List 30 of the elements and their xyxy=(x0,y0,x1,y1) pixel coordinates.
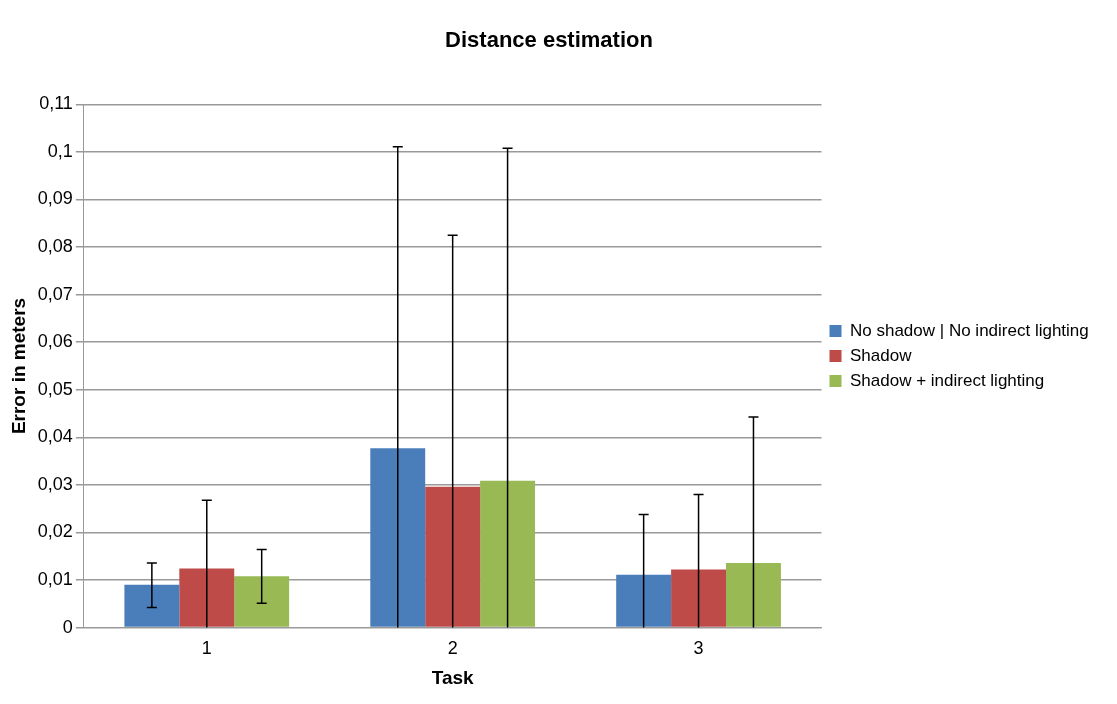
y-tick-label: 0,01 xyxy=(37,569,73,590)
y-tick-label: 0 xyxy=(62,616,73,637)
y-tick-label: 0,07 xyxy=(37,283,73,304)
legend-label: Shadow + indirect lighting xyxy=(850,370,1045,390)
y-tick-label: 0,04 xyxy=(37,426,73,447)
x-tick-label: 1 xyxy=(201,638,212,659)
x-tick-label: 3 xyxy=(693,638,704,659)
y-axis-title: Error in meters xyxy=(7,297,29,435)
y-tick-label: 0,02 xyxy=(37,521,73,542)
bar xyxy=(124,584,180,627)
legend-label: Shadow xyxy=(850,345,913,365)
bar xyxy=(179,568,235,627)
chart-title: Distance estimation xyxy=(445,27,653,53)
bar xyxy=(234,576,290,627)
bar xyxy=(671,569,727,627)
bar xyxy=(425,486,481,627)
y-tick-label: 0,05 xyxy=(37,378,73,399)
bar xyxy=(726,562,781,627)
bar xyxy=(616,574,672,627)
x-axis-title: Task xyxy=(431,666,475,688)
x-tick-label: 2 xyxy=(447,638,458,659)
y-tick-label: 0,1 xyxy=(47,140,73,161)
y-tick-label: 0,06 xyxy=(37,331,73,352)
y-tick-label: 0,11 xyxy=(39,93,73,114)
bar xyxy=(480,480,536,627)
legend-label: No shadow | No indirect lighting xyxy=(850,320,1089,340)
y-tick-label: 0,09 xyxy=(37,188,73,209)
y-tick-label: 0,08 xyxy=(37,236,73,257)
bar xyxy=(370,448,426,627)
y-tick-label: 0,03 xyxy=(37,473,73,494)
